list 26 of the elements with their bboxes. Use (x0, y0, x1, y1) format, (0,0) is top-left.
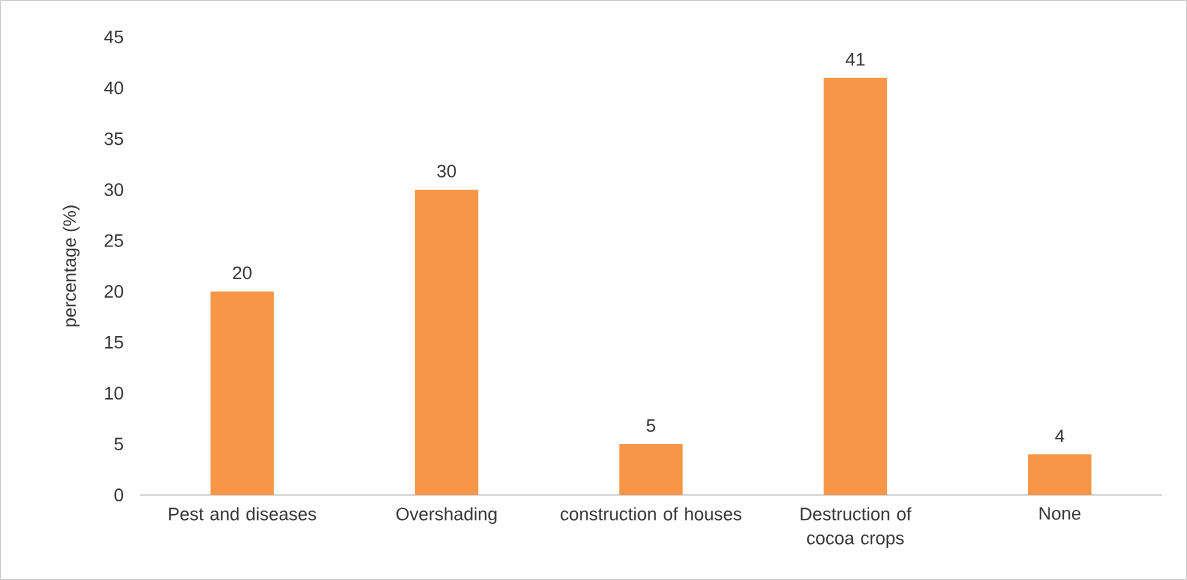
x-tick-label: Pest and diseases (169, 507, 317, 521)
y-tick-label: 35 (104, 132, 124, 146)
y-tick-label: 0 (114, 488, 124, 502)
bar (823, 77, 888, 495)
data-label: 4 (1055, 429, 1065, 443)
data-label: 30 (437, 164, 456, 178)
x-tick-label: Destruction of cocoa crops (800, 507, 912, 548)
x-tick-label: Overshading (396, 507, 497, 524)
data-label: 41 (845, 53, 865, 66)
y-tick-label: 25 (104, 234, 124, 247)
x-tick-label: None (1039, 507, 1081, 520)
y-tick-label: 5 (114, 437, 124, 451)
y-tick-label: 40 (104, 81, 124, 95)
y-tick-label: 30 (104, 183, 124, 197)
y-axis-title: percentage (%) (62, 205, 80, 327)
y-tick-label: 15 (105, 336, 124, 349)
bar (1028, 454, 1092, 495)
y-tick-label: 45 (104, 30, 124, 44)
y-tick-label: 20 (104, 285, 124, 298)
data-label: 5 (646, 419, 656, 432)
bar (210, 291, 274, 495)
data-label: 20 (233, 266, 252, 280)
x-tick-label: construction of houses (560, 507, 742, 521)
bar (619, 444, 683, 495)
bar (414, 189, 479, 495)
y-tick-label: 10 (105, 386, 124, 400)
